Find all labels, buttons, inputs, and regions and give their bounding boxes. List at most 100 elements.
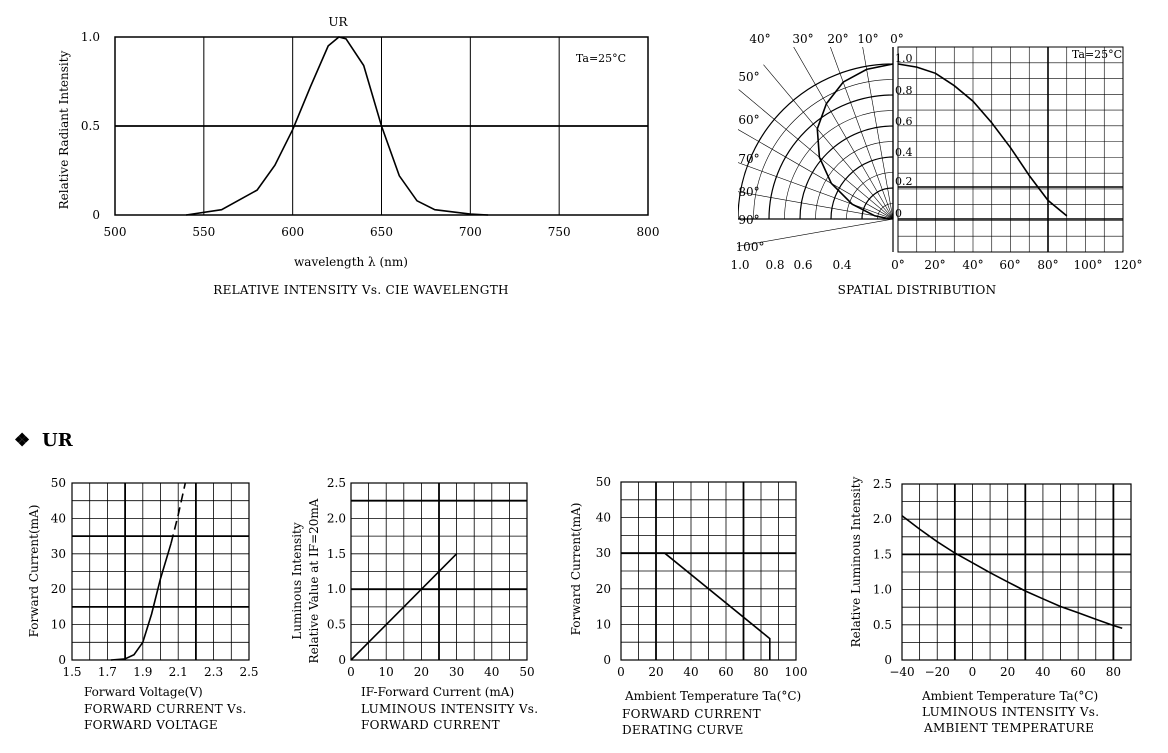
polar-spoke: [862, 47, 894, 220]
iv-x-tick-label: 1.5: [62, 665, 81, 679]
iv-y-tick-label: 50: [51, 476, 66, 490]
iv-x-label: Forward Voltage(V): [84, 685, 203, 699]
lum-temp-x-label: Ambient Temperature Ta(°C): [921, 689, 1098, 703]
spatial-radial-label: 0.6: [793, 258, 812, 272]
lum-temp-y-tick-label: 0: [884, 653, 892, 667]
derating-x-tick-label: 20: [648, 665, 663, 679]
spatial-inner-label: 0: [895, 207, 902, 220]
polar-spoke: [738, 218, 894, 247]
spectrum-x-tick-label: 550: [192, 225, 215, 239]
lum-temp-x-tick-label: 80: [1106, 665, 1121, 679]
spectrum-x-tick-label: 500: [104, 225, 127, 239]
polar-ring: [830, 156, 894, 220]
iv-curve-extrapolated: [170, 482, 187, 544]
lum-temp-x-ticks: −40 −20 0 20 40 60 80: [889, 665, 1121, 679]
lum-temp-caption-line: AMBIENT TEMPERATURE: [923, 721, 1094, 735]
polar-ring: [753, 79, 894, 220]
spectrum-x-tick-label: 700: [459, 225, 482, 239]
lum-current-y-tick-label: 2.5: [327, 476, 346, 490]
spectrum-x-tick-label: 600: [281, 225, 304, 239]
polar-ring: [846, 172, 894, 220]
derating-x-label: Ambient Temperature Ta(°C): [624, 689, 801, 703]
polar-spoke: [830, 47, 894, 220]
derating-chart: 0 20 40 60 80 100 0 10 20 30 40 50 Ambient Tempera…: [569, 475, 807, 737]
derating-x-tick-label: 60: [718, 665, 733, 679]
lum-current-y-ticks: 0 0.5 1.0 1.5 2.0 2.5: [327, 476, 346, 667]
lum-current-x-ticks: 0 10 20 30 40 50: [347, 665, 534, 679]
polar-ring: [784, 110, 894, 220]
spectrum-y-tick-label: 1.0: [81, 30, 100, 44]
lum-current-y-label: Relative Value at IF=20mA: [307, 498, 321, 663]
spectrum-y-tick-label: 0: [92, 208, 100, 222]
iv-y-tick-label: 10: [51, 618, 66, 632]
lum-current-x-tick-label: 40: [484, 665, 499, 679]
spectrum-x-ticks: 500 550 600 650 700 750 800: [104, 225, 660, 239]
derating-y-tick-label: 10: [596, 617, 611, 631]
polar-ring: [738, 63, 894, 220]
spatial-angle-label: 60°: [738, 113, 759, 127]
spectrum-y-tick-label: 0.5: [81, 119, 100, 133]
derating-y-label: Forward Current(mA): [569, 503, 583, 636]
spatial-radial-label: 0.4: [832, 258, 851, 272]
spatial-inner-label: 0.4: [895, 146, 913, 159]
spectrum-x-tick-label: 750: [548, 225, 571, 239]
spectrum-x-label: wavelength λ (nm): [294, 255, 408, 269]
derating-caption-line: DERATING CURVE: [622, 723, 744, 737]
lum-temp-y-tick-label: 0.5: [873, 618, 892, 632]
spatial-x-label: 0°: [891, 258, 905, 272]
polar-spoke: [763, 64, 894, 220]
lum-current-y-tick-label: 0.5: [327, 618, 346, 632]
polar-ring: [799, 125, 894, 220]
spectrum-y-label: Relative Radiant Intensity: [57, 50, 71, 209]
spatial-polar-curve: [816, 63, 894, 220]
iv-y-tick-label: 0: [58, 653, 66, 667]
polar-spoke: [738, 129, 894, 220]
lum-current-y-tick-label: 1.0: [327, 582, 346, 596]
spatial-angle-label: 70°: [738, 152, 759, 166]
lum-current-x-tick-label: 10: [379, 665, 394, 679]
lum-temp-y-tick-label: 2.0: [873, 512, 892, 526]
spatial-temp-label: Ta=25°C: [1072, 48, 1122, 61]
iv-x-tick-label: 2.3: [204, 665, 223, 679]
iv-x-tick-label: 2.1: [169, 665, 188, 679]
lum-current-x-tick-label: 20: [414, 665, 429, 679]
spectrum-x-tick-label: 650: [370, 225, 393, 239]
derating-x-tick-label: 40: [683, 665, 698, 679]
derating-x-tick-label: 80: [753, 665, 768, 679]
spectrum-x-tick-label: 800: [637, 225, 660, 239]
lum-current-chart: 0 10 20 30 40 50 0 0.5 1.0 1.5 2.0 2.5 IF-Forward …: [290, 476, 538, 732]
iv-y-ticks: 0 10 20 30 40 50: [51, 476, 66, 667]
derating-x-tick-label: 0: [617, 665, 625, 679]
derating-x-ticks: 0 20 40 60 80 100: [617, 665, 807, 679]
lum-temp-y-tick-label: 2.5: [873, 477, 892, 491]
spatial-polar-grid: [738, 47, 894, 252]
spatial-inner-label: 1.0: [895, 52, 913, 65]
spatial-angle-label: 80°: [738, 185, 759, 199]
spatial-rect-curve: [897, 63, 1068, 217]
lum-current-x-label: IF-Forward Current (mA): [361, 685, 514, 699]
lum-temp-y-tick-label: 1.0: [873, 583, 892, 597]
spectrum-temp-label: Ta=25°C: [576, 52, 626, 65]
spatial-angle-label: 40°: [749, 32, 770, 46]
derating-y-tick-label: 40: [596, 511, 611, 525]
lum-current-x-tick-label: 0: [347, 665, 355, 679]
spatial-angle-label: 10°: [857, 32, 878, 46]
lum-temp-x-tick-label: −20: [925, 665, 950, 679]
spatial-angle-label: 90°: [738, 213, 759, 227]
polar-spoke: [738, 191, 894, 220]
spectrum-chart: UR Ta=25°C 500 550 600 650 700 750 800 0 0.5 1.0…: [57, 15, 659, 297]
spatial-radial-label: 1.0: [730, 258, 749, 272]
iv-x-tick-label: 1.7: [98, 665, 117, 679]
iv-x-tick-label: 2.5: [239, 665, 258, 679]
lum-temp-chart: −40 −20 0 20 40 60 80 0 0.5 1.0 1.5 2.0 2.5 Ambient…: [849, 476, 1132, 735]
iv-chart: 1.5 1.7 1.9 2.1 2.3 2.5 0 10 20 30 40 50 Forward V…: [27, 476, 259, 732]
lum-temp-grid: [902, 484, 1131, 660]
iv-curve: [110, 542, 172, 661]
lum-temp-x-tick-label: 40: [1035, 665, 1050, 679]
lum-current-x-tick-label: 50: [519, 665, 534, 679]
iv-grid: [72, 483, 249, 660]
spatial-angle-label: 20°: [827, 32, 848, 46]
derating-grid: [621, 482, 796, 660]
spatial-angle-label: 0°: [890, 32, 904, 46]
